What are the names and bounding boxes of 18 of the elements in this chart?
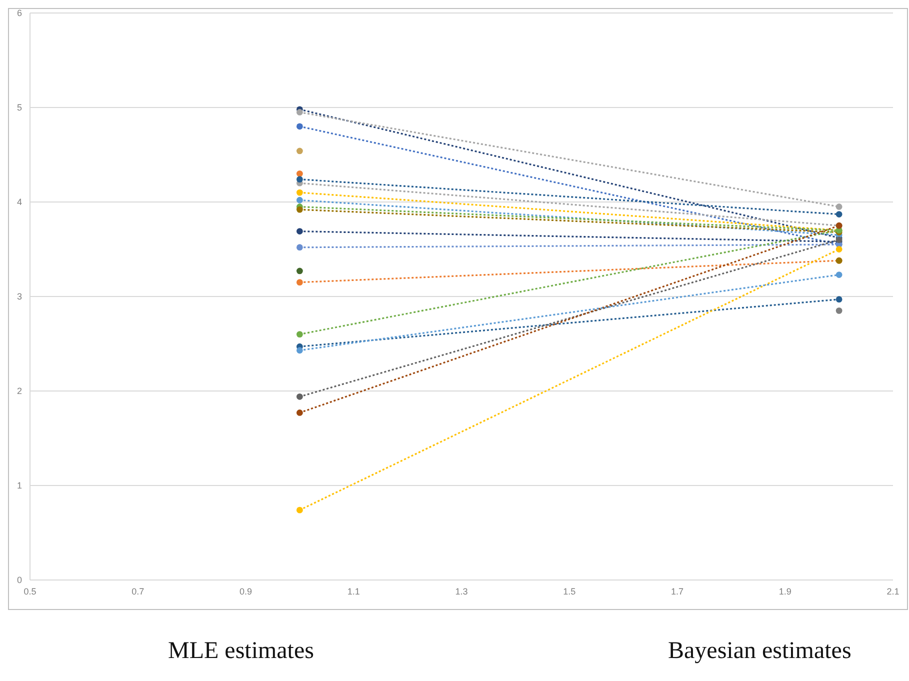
y-tick-label: 6 [16, 8, 22, 18]
x-tick-label: 1.5 [563, 586, 576, 596]
y-tick-label: 2 [16, 386, 22, 396]
y-tick-label: 1 [16, 480, 22, 491]
y-tick-label: 0 [16, 575, 22, 586]
x-tick-label: 1.3 [455, 586, 468, 596]
text: MLE estimates [168, 638, 314, 665]
y-tick-label: 4 [16, 197, 22, 208]
x-tick-label: 0.9 [239, 586, 252, 596]
y-tick-label: 5 [16, 102, 22, 113]
x-tick-label: 0.7 [132, 586, 144, 596]
x-tick-label: 0.5 [24, 586, 36, 596]
y-tick-label: 3 [16, 292, 22, 302]
text: Bayesian estimates [668, 638, 852, 665]
x-tick-label: 1.7 [670, 586, 684, 596]
x-tick-label: 1.9 [778, 586, 792, 596]
x-tick-label: 1.1 [347, 586, 360, 596]
x-tick-label: 2.1 [886, 586, 900, 596]
